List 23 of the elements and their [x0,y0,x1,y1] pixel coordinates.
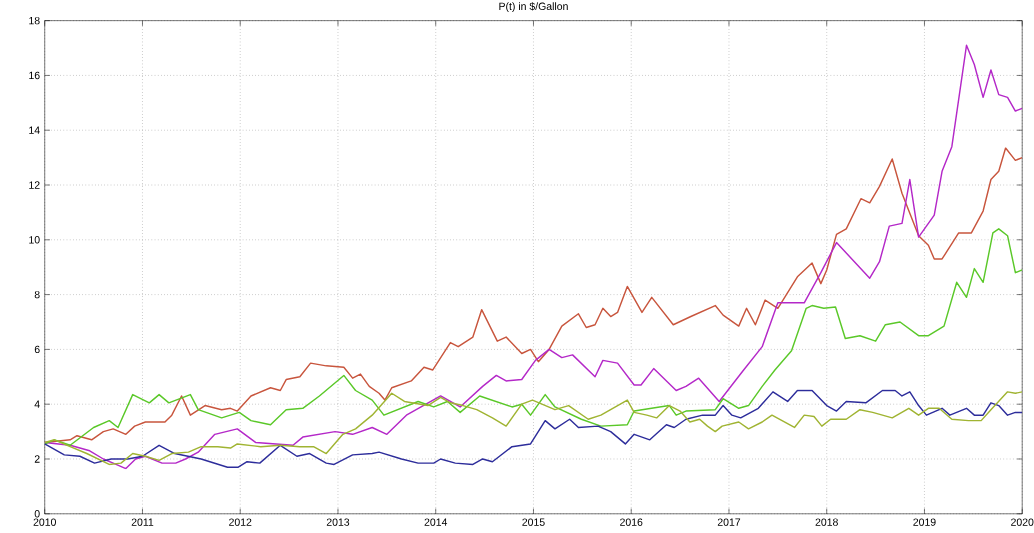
x-tick-label: 2014 [424,518,448,526]
x-tick-label: 2016 [620,518,643,526]
x-tick-label: 2019 [913,518,936,526]
line-series [44,227,1023,446]
chart-title: P(t) in $/Gallon [499,1,568,12]
x-tick-label: 2018 [815,518,838,526]
y-tick-label: 6 [34,345,40,353]
y-tick-label: 2 [34,455,40,463]
y-tick-label: 8 [34,290,40,299]
x-tick-label: 2010 [33,518,56,526]
y-tick-label: 0 [34,509,40,518]
x-tick-label: 2011 [131,518,154,526]
x-tick-label: 2013 [326,518,350,526]
x-tick-label: 2020 [1011,518,1034,526]
y-tick-label: 18 [29,16,40,25]
y-tick-label: 4 [34,400,40,408]
x-tick-label: 2012 [229,518,252,526]
x-tick-label: 2017 [717,518,741,526]
x-tick-label: 2015 [522,518,545,526]
y-tick-label: 16 [29,71,40,79]
y-tick-label: 12 [29,181,40,189]
y-tick-label: 10 [29,235,40,244]
y-tick-label: 14 [29,126,40,134]
